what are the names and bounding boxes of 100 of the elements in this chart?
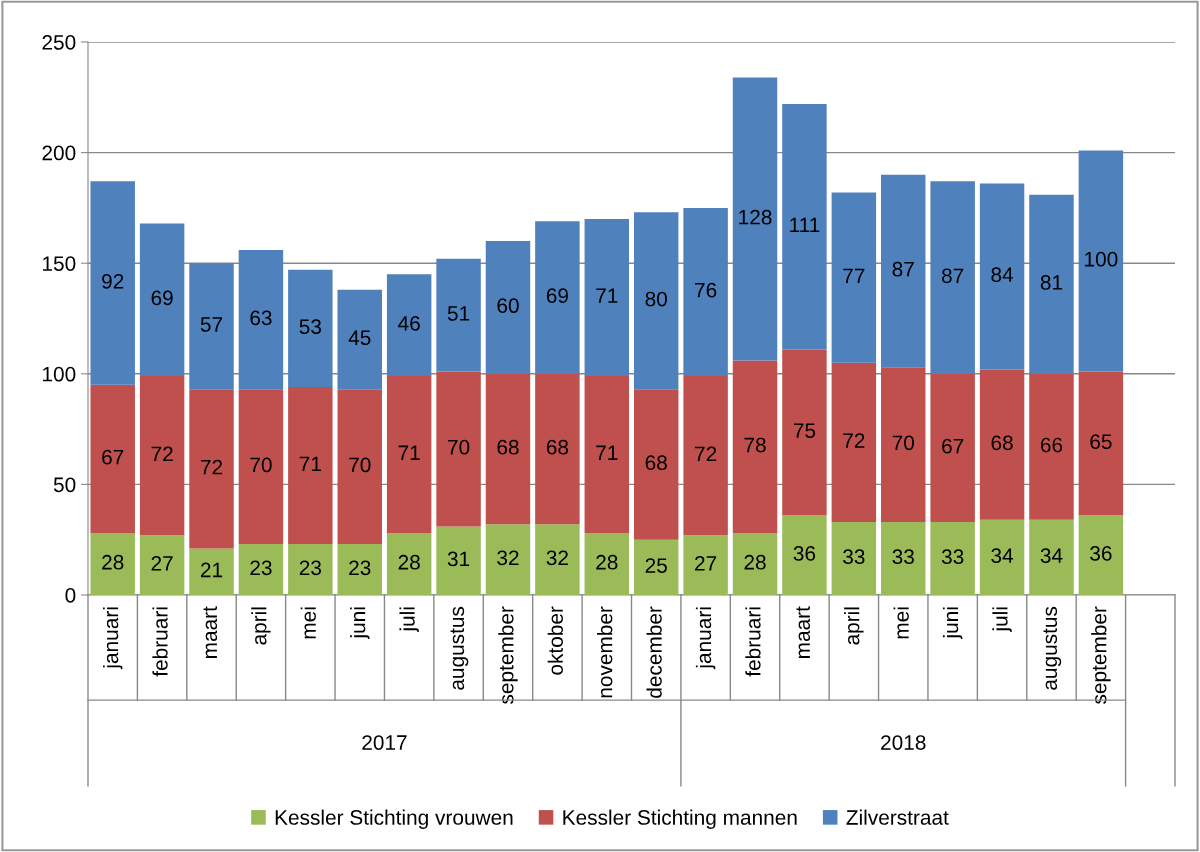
data-label: 21	[200, 562, 223, 578]
text: 2018	[881, 735, 926, 750]
bar	[1078, 371, 1124, 516]
legend-label: Kessler Stichting mannen	[563, 809, 797, 829]
x-tick-label: mei	[893, 607, 909, 639]
data-label: 45	[348, 330, 371, 346]
bar	[633, 389, 679, 540]
data-label: 28	[102, 554, 124, 570]
x-tick-label: februari	[745, 607, 761, 677]
data-label: 78	[744, 437, 766, 453]
bar	[139, 376, 185, 536]
bar	[881, 522, 926, 595]
data-label: 71	[398, 445, 420, 460]
bar	[485, 373, 531, 525]
bar	[1029, 373, 1074, 520]
data-label: 72	[201, 459, 223, 475]
x-tick-label: mei	[300, 607, 316, 639]
data-label: 71	[299, 456, 321, 471]
bar	[90, 533, 135, 595]
data-label: 31	[447, 551, 470, 567]
bar	[930, 373, 975, 522]
data-label: 57	[200, 317, 223, 332]
bar	[732, 77, 778, 361]
data-label: 32	[497, 550, 519, 566]
data-label: 25	[645, 558, 667, 573]
bar	[90, 384, 135, 534]
data-label: 33	[941, 549, 964, 565]
bar	[189, 389, 234, 549]
x-tick-label: april	[251, 607, 271, 645]
data-label: 72	[695, 446, 717, 462]
data-label: 87	[892, 261, 914, 277]
data-label: 68	[497, 439, 519, 455]
data-label: 72	[151, 446, 173, 462]
legend-label: Kessler Stichting vrouwen	[275, 809, 513, 829]
data-label: 69	[151, 290, 173, 306]
data-label: 27	[151, 555, 173, 571]
bar	[979, 183, 1025, 370]
x-tick-label: februari	[152, 607, 168, 677]
bar	[436, 258, 481, 372]
bar	[535, 524, 580, 595]
data-label: 63	[250, 310, 272, 326]
bar	[485, 524, 531, 595]
bar	[831, 362, 877, 522]
data-label: 46	[398, 315, 420, 331]
x-tick-label: augustus	[450, 606, 469, 690]
bar	[683, 535, 728, 595]
data-label: 28	[744, 554, 766, 570]
bar	[337, 544, 382, 595]
data-label: 68	[991, 435, 1013, 451]
bar	[90, 181, 135, 385]
y-tick-label: 200	[42, 145, 76, 161]
bar	[683, 376, 728, 536]
bar	[633, 212, 679, 390]
bar	[732, 533, 778, 595]
bar	[881, 174, 926, 368]
data-label: 36	[793, 546, 816, 561]
data-label: 69	[546, 288, 568, 304]
data-label: 53	[299, 319, 322, 335]
bar	[683, 207, 728, 377]
bar	[831, 192, 877, 363]
x-tick-label: juni	[942, 607, 963, 640]
data-label: 28	[596, 554, 618, 570]
x-tick-label: oktober	[547, 606, 563, 675]
data-label: 77	[843, 268, 865, 283]
bar	[189, 548, 234, 595]
data-label: 70	[448, 439, 470, 455]
data-label: 33	[892, 549, 914, 565]
x-tick-label: september	[1091, 606, 1111, 704]
data-label: 81	[1040, 275, 1063, 290]
x-tick-label: maart	[203, 606, 218, 658]
legend-label: Zilverstraat	[846, 809, 949, 825]
bar	[288, 544, 333, 595]
data-label: 27	[695, 555, 717, 571]
bar	[930, 522, 975, 595]
bar	[782, 103, 827, 350]
data-label: 70	[250, 457, 272, 473]
bar	[979, 369, 1025, 520]
data-label: 80	[645, 291, 667, 307]
bar	[238, 389, 284, 545]
data-label: 70	[349, 457, 371, 473]
bar	[584, 533, 630, 595]
text: 2017	[362, 735, 407, 750]
data-label: 68	[645, 455, 667, 471]
data-label: 67	[102, 449, 124, 465]
x-tick-label: september	[498, 606, 518, 704]
data-label: 32	[546, 550, 568, 566]
x-tick-label: juni	[350, 607, 370, 640]
x-tick-label: januari	[695, 607, 716, 670]
x-tick-label: november	[597, 606, 613, 698]
data-label: 33	[843, 549, 865, 565]
x-tick-label: maart	[796, 606, 811, 658]
data-label: 23	[299, 560, 322, 576]
data-label: 28	[398, 554, 420, 570]
data-label: 84	[991, 267, 1014, 283]
data-label: 68	[546, 439, 569, 455]
data-label: 71	[596, 288, 618, 303]
data-label: 72	[843, 433, 865, 448]
bar	[584, 376, 630, 534]
x-tick-label: december	[646, 606, 662, 698]
x-tick-label: januari	[102, 607, 123, 670]
